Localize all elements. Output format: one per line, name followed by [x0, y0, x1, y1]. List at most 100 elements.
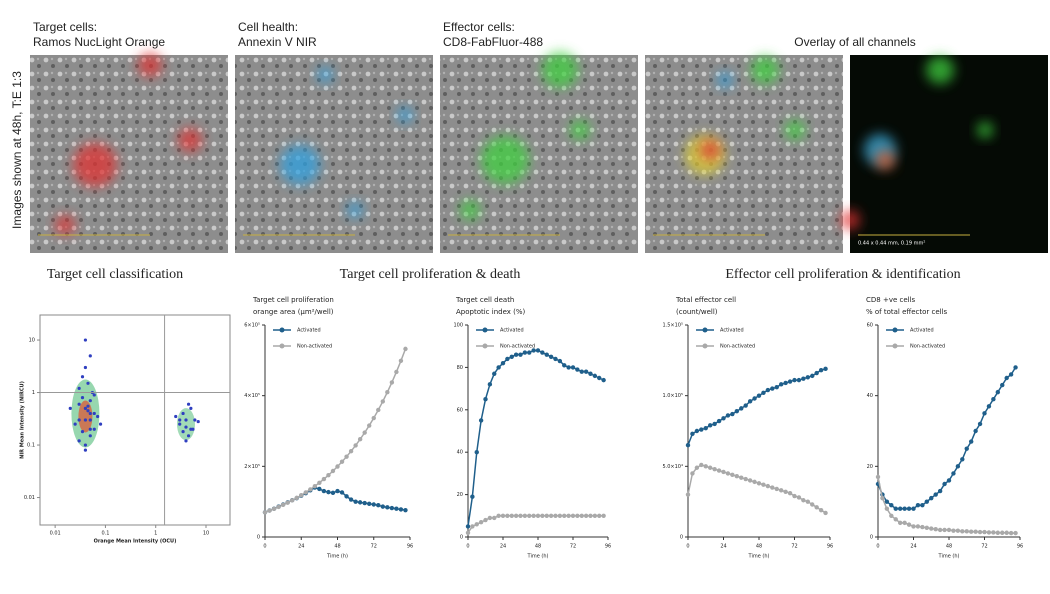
point [783, 489, 788, 494]
point [792, 377, 797, 383]
section-title: Effector cell proliferation & identifica… [725, 267, 960, 282]
y-tick-label: 10 [29, 338, 35, 344]
point [92, 427, 96, 431]
point [579, 369, 584, 374]
chart-title: Target cell proliferation [252, 296, 334, 304]
point [80, 396, 85, 400]
point [544, 513, 549, 518]
point [756, 393, 762, 398]
point [380, 504, 386, 509]
point [933, 527, 938, 532]
point [186, 434, 191, 438]
x-axis-label: Orange Mean Intensity (OCU) [94, 539, 177, 545]
point [592, 373, 598, 379]
point [694, 428, 700, 434]
x-axis-label: Time (h) [748, 554, 770, 560]
point [801, 376, 806, 381]
point [196, 419, 200, 424]
point [765, 483, 771, 489]
x-tick-label: 0.1 [101, 531, 109, 537]
point [889, 503, 894, 508]
chart-subtitle: Apoptotic index (%) [456, 308, 526, 316]
point [98, 422, 103, 426]
point [193, 418, 197, 422]
point [814, 505, 819, 510]
point [348, 449, 354, 454]
point [933, 492, 938, 497]
point [982, 529, 987, 535]
x-tick-label: 24 [910, 544, 916, 550]
y-tick-label: 20 [457, 492, 463, 498]
point [518, 352, 523, 357]
x-axis-label: Time (h) [938, 554, 960, 560]
legend-label: Activated [500, 328, 524, 334]
chart-subtitle: % of total effector cells [866, 308, 948, 316]
point [330, 468, 336, 474]
point [394, 506, 399, 511]
y-tick-label: 1.0×10⁵ [662, 393, 683, 399]
point [592, 513, 598, 518]
point [496, 513, 501, 518]
fluorescence [138, 53, 162, 77]
legend-label: Activated [720, 328, 744, 334]
point [951, 528, 956, 533]
x-tick-label: 0.01 [50, 531, 61, 537]
micrograph [440, 55, 638, 253]
x-tick-label: 72 [371, 544, 377, 550]
x-tick-label: 0 [466, 544, 469, 550]
legend-label: Non-activated [500, 344, 535, 350]
point [946, 478, 952, 483]
point [474, 450, 479, 455]
point [884, 499, 890, 504]
point [77, 386, 81, 390]
point [280, 502, 286, 508]
point [178, 422, 182, 426]
y-tick-label: 80 [457, 365, 463, 371]
image-panel [30, 53, 228, 253]
legend-marker [279, 343, 285, 349]
point [527, 513, 532, 518]
point [823, 510, 828, 516]
image-panel [645, 55, 843, 253]
legend-label: Non-activated [720, 344, 755, 350]
point [181, 430, 185, 434]
point [68, 406, 72, 410]
point [483, 397, 488, 402]
point [487, 515, 493, 521]
section-title: Target cell classification [47, 267, 183, 282]
point [1000, 382, 1005, 388]
point [968, 529, 974, 534]
point [77, 418, 81, 422]
point [527, 350, 532, 355]
point [184, 418, 188, 422]
point [570, 365, 576, 370]
point [77, 439, 81, 443]
legend-label: Non-activated [910, 344, 945, 350]
point [403, 507, 408, 513]
y-tick-label: 60 [457, 407, 463, 413]
point [915, 524, 921, 529]
point [818, 368, 824, 373]
point [964, 529, 969, 534]
point [685, 442, 691, 448]
point [792, 493, 797, 499]
point [186, 402, 191, 406]
x-tick-label: 72 [570, 544, 576, 550]
point [721, 469, 726, 475]
point [924, 499, 930, 504]
point [694, 465, 700, 470]
point [522, 513, 528, 518]
x-tick-label: 96 [827, 544, 833, 550]
point [398, 507, 404, 512]
point [92, 411, 96, 416]
point [353, 499, 358, 504]
fluorescence [977, 122, 993, 138]
point [703, 464, 708, 469]
point [294, 495, 299, 501]
point [968, 439, 974, 444]
x-tick-label: 0 [263, 544, 266, 550]
point [553, 356, 558, 362]
point [801, 498, 806, 503]
point [915, 503, 921, 508]
point [276, 504, 281, 510]
